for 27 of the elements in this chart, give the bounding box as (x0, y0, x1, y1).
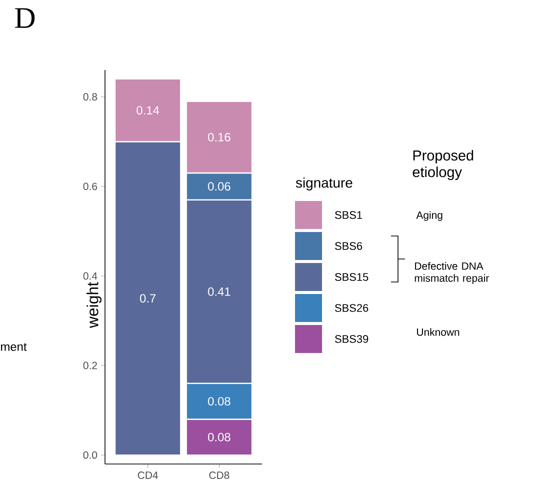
data-label: 0.08 (208, 432, 230, 442)
y-tick-label: 0.6 (83, 182, 98, 190)
data-label: 0.06 (208, 182, 230, 191)
x-tick-label: CD4 (138, 472, 158, 479)
y-tick-label: 0.0 (83, 451, 98, 459)
legend-title: signature (296, 177, 352, 190)
data-label: 0.7 (140, 294, 156, 303)
y-tick-label: 0.8 (83, 93, 98, 101)
chart-title: D (15, 8, 35, 28)
text: SBS1 (335, 211, 362, 219)
y-tick-label: 0.4 (83, 272, 98, 280)
text: SBS6 (335, 242, 362, 250)
text: Unknown (417, 328, 460, 336)
text: SBS15 (335, 273, 368, 281)
y-tick-label: 0.2 (83, 362, 97, 370)
y-axis-title: weight (86, 282, 102, 328)
data-label: 0.41 (208, 287, 230, 296)
data-label: 0.08 (208, 397, 230, 406)
text: SBS26 (335, 304, 368, 312)
x-tick-label: CD8 (209, 472, 230, 479)
data-label: 0.14 (136, 106, 160, 115)
data-label: 0.16 (208, 132, 230, 142)
text: SBS39 (335, 335, 368, 343)
text: Defective DNA mismatch repair (414, 262, 490, 284)
text: ment (1, 343, 27, 351)
text: Aging (416, 211, 442, 221)
text: Proposed etiology (412, 150, 474, 180)
